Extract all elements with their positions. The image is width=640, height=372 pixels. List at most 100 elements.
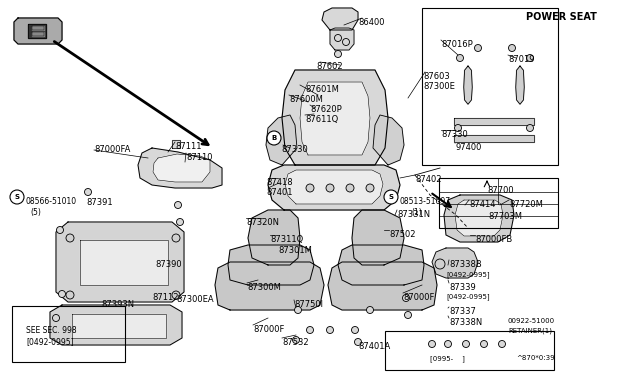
Polygon shape bbox=[516, 66, 524, 104]
Polygon shape bbox=[268, 165, 400, 210]
Polygon shape bbox=[282, 70, 388, 165]
Polygon shape bbox=[322, 8, 358, 30]
Text: 87000FA: 87000FA bbox=[94, 145, 131, 154]
Polygon shape bbox=[330, 28, 354, 50]
Text: 87110: 87110 bbox=[186, 153, 212, 162]
Text: [0492-0995]: [0492-0995] bbox=[446, 271, 490, 278]
Text: 08566-51010: 08566-51010 bbox=[25, 197, 76, 206]
Circle shape bbox=[527, 55, 534, 61]
Circle shape bbox=[175, 202, 182, 208]
Text: 87338N: 87338N bbox=[449, 318, 483, 327]
Circle shape bbox=[66, 234, 74, 242]
Circle shape bbox=[66, 291, 74, 299]
Text: 87311Q: 87311Q bbox=[270, 235, 303, 244]
Text: 87300M: 87300M bbox=[247, 283, 281, 292]
Text: 87000F: 87000F bbox=[253, 325, 284, 334]
Text: 87402: 87402 bbox=[415, 175, 442, 184]
Polygon shape bbox=[215, 262, 324, 310]
Circle shape bbox=[445, 340, 451, 347]
Text: 87502: 87502 bbox=[389, 230, 415, 239]
Polygon shape bbox=[352, 210, 404, 265]
Text: 87401: 87401 bbox=[266, 188, 292, 197]
Bar bbox=[439, 178, 558, 228]
Polygon shape bbox=[300, 82, 370, 155]
Text: 87000F: 87000F bbox=[403, 293, 435, 302]
Text: 87019: 87019 bbox=[508, 55, 534, 64]
Text: 87112: 87112 bbox=[152, 293, 179, 302]
Text: 86400: 86400 bbox=[358, 18, 385, 27]
Circle shape bbox=[366, 184, 374, 192]
Circle shape bbox=[172, 234, 180, 242]
Circle shape bbox=[84, 189, 92, 196]
Polygon shape bbox=[14, 18, 62, 44]
Text: 87330: 87330 bbox=[281, 145, 308, 154]
Circle shape bbox=[429, 340, 435, 347]
Polygon shape bbox=[172, 140, 180, 148]
Polygon shape bbox=[328, 262, 437, 310]
Polygon shape bbox=[80, 240, 168, 285]
Circle shape bbox=[294, 307, 301, 314]
Circle shape bbox=[326, 327, 333, 334]
Text: 87391: 87391 bbox=[86, 198, 113, 207]
Circle shape bbox=[346, 184, 354, 192]
Text: 87111: 87111 bbox=[175, 142, 202, 151]
Polygon shape bbox=[266, 115, 297, 165]
Text: 87700: 87700 bbox=[487, 186, 514, 195]
Circle shape bbox=[509, 45, 515, 51]
Circle shape bbox=[267, 131, 281, 145]
Circle shape bbox=[367, 307, 374, 314]
Text: (1): (1) bbox=[411, 208, 422, 217]
Circle shape bbox=[481, 340, 488, 347]
Text: 87330: 87330 bbox=[441, 130, 468, 139]
Circle shape bbox=[307, 327, 314, 334]
Circle shape bbox=[177, 218, 184, 225]
Text: 87000FB: 87000FB bbox=[475, 235, 512, 244]
Polygon shape bbox=[454, 118, 534, 125]
Text: 87301M: 87301M bbox=[278, 246, 312, 255]
Polygon shape bbox=[50, 305, 182, 345]
Text: 87300E: 87300E bbox=[423, 82, 455, 91]
Text: 87602: 87602 bbox=[316, 62, 342, 71]
Circle shape bbox=[58, 291, 65, 298]
Text: 87337: 87337 bbox=[449, 307, 476, 316]
Polygon shape bbox=[454, 135, 534, 142]
Circle shape bbox=[335, 51, 342, 58]
Circle shape bbox=[456, 55, 463, 61]
Polygon shape bbox=[138, 148, 222, 188]
Text: 97400: 97400 bbox=[455, 143, 481, 152]
Text: B: B bbox=[271, 135, 276, 141]
Text: 87016P: 87016P bbox=[441, 40, 473, 49]
Text: POWER SEAT: POWER SEAT bbox=[526, 12, 597, 22]
Text: 87393N: 87393N bbox=[101, 300, 134, 309]
Text: SEE SEC. 998: SEE SEC. 998 bbox=[26, 326, 77, 335]
Text: 87720M: 87720M bbox=[509, 200, 543, 209]
Circle shape bbox=[10, 190, 24, 204]
Text: 00922-51000: 00922-51000 bbox=[508, 318, 555, 324]
Polygon shape bbox=[455, 200, 503, 236]
Text: [0492-0995]: [0492-0995] bbox=[446, 293, 490, 300]
Circle shape bbox=[52, 314, 60, 321]
Polygon shape bbox=[285, 170, 383, 204]
Text: 87418: 87418 bbox=[266, 178, 292, 187]
Circle shape bbox=[499, 340, 506, 347]
Circle shape bbox=[454, 125, 461, 131]
Text: ^870*0:39: ^870*0:39 bbox=[516, 355, 555, 361]
Circle shape bbox=[351, 327, 358, 334]
Circle shape bbox=[326, 184, 334, 192]
Polygon shape bbox=[32, 32, 44, 36]
Text: 87600M: 87600M bbox=[289, 95, 323, 104]
Bar bbox=[422, 8, 558, 165]
Text: 87331N: 87331N bbox=[397, 210, 430, 219]
Circle shape bbox=[56, 227, 63, 234]
Polygon shape bbox=[153, 154, 210, 182]
Polygon shape bbox=[72, 314, 166, 338]
Circle shape bbox=[342, 38, 349, 45]
Circle shape bbox=[172, 291, 180, 299]
Text: S: S bbox=[388, 194, 394, 200]
Text: 87339: 87339 bbox=[449, 283, 476, 292]
Text: RETAINER(1): RETAINER(1) bbox=[508, 328, 552, 334]
Text: 08513-51697: 08513-51697 bbox=[399, 197, 450, 206]
Text: 87414: 87414 bbox=[469, 200, 495, 209]
Bar bbox=[12, 306, 125, 362]
Polygon shape bbox=[228, 245, 314, 285]
